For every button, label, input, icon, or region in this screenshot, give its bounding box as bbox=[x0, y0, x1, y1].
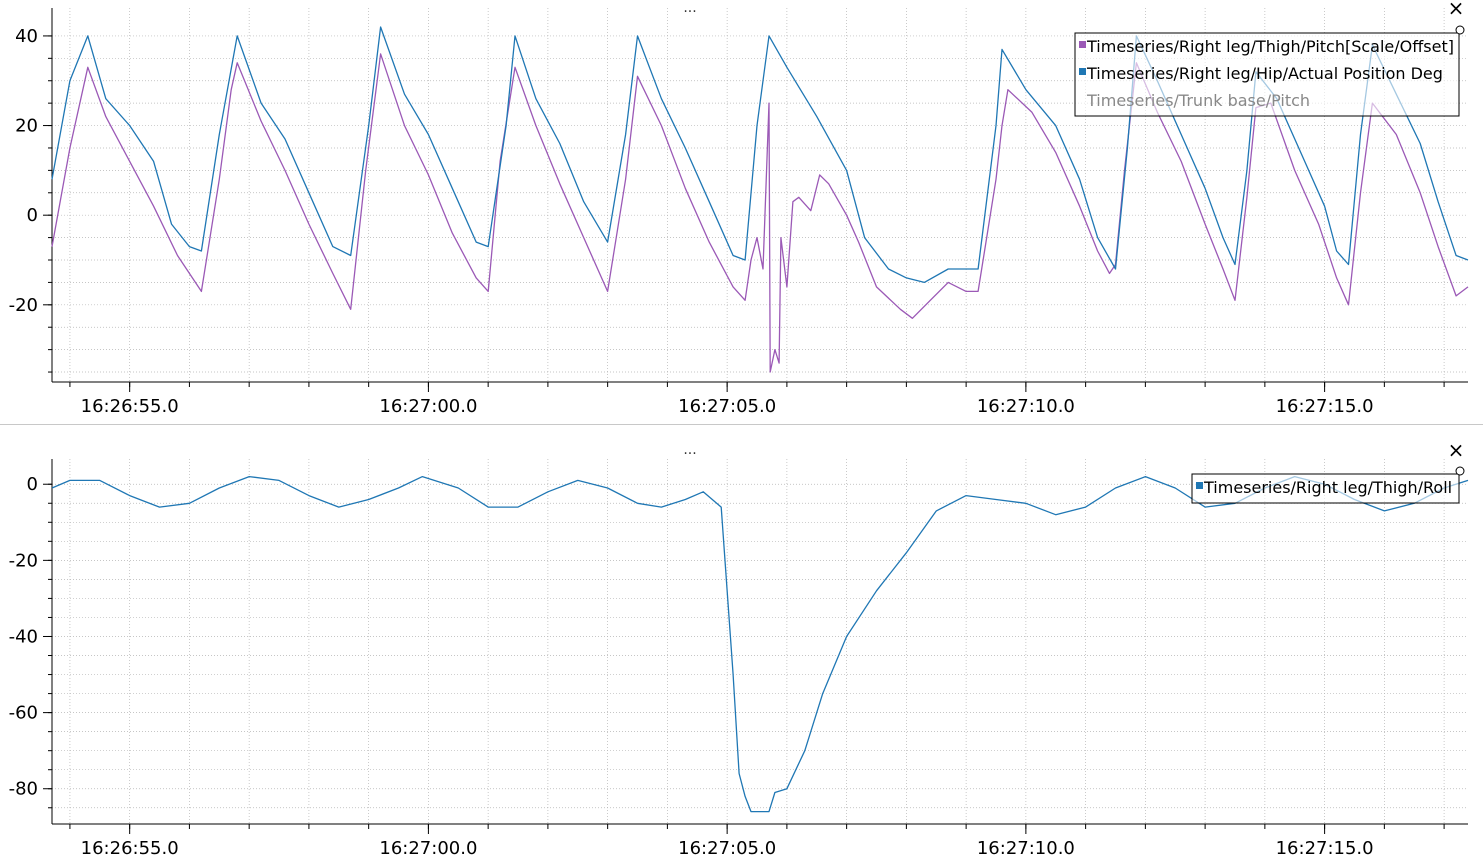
y-tick-label: 20 bbox=[15, 116, 38, 137]
y-tick-label: 0 bbox=[27, 474, 38, 495]
series-line-1 bbox=[51, 53, 1469, 373]
x-tick-label: 16:26:55.0 bbox=[81, 838, 179, 859]
close-icon[interactable]: × bbox=[1448, 0, 1465, 20]
plot-panel-bottom[interactable]: 0 -20 -40 -60 -80 16:26:55.0 16:27:00.0 16:27:0… bbox=[0, 424, 1483, 866]
panel-menu-button[interactable]: ... bbox=[683, 442, 696, 458]
legend[interactable]: Timeseries/Right leg/Thigh/Roll bbox=[1191, 473, 1460, 504]
close-icon[interactable]: × bbox=[1448, 438, 1465, 462]
y-tick-label: 0 bbox=[27, 205, 38, 226]
grid bbox=[52, 459, 1468, 823]
x-tick-label: 16:27:05.0 bbox=[678, 396, 776, 417]
legend[interactable]: Timeseries/Right leg/Thigh/Pitch[Scale/O… bbox=[1074, 32, 1460, 117]
legend-box bbox=[1074, 32, 1460, 117]
plot-canvas-bottom[interactable]: 0 -20 -40 -60 -80 16:26:55.0 16:27:00.0 16:27:0… bbox=[0, 425, 1483, 866]
y-tick-label: 40 bbox=[15, 26, 38, 47]
series-line-1 bbox=[51, 475, 1469, 813]
x-tick-label: 16:27:05.0 bbox=[678, 838, 776, 859]
legend-entry[interactable]: Timeseries/Right leg/Thigh/Pitch[Scale/O… bbox=[1086, 37, 1454, 56]
x-tick-label: 16:27:15.0 bbox=[1276, 396, 1374, 417]
x-tick-label: 16:26:55.0 bbox=[81, 396, 179, 417]
y-tick-label: -20 bbox=[9, 295, 38, 316]
legend-swatch bbox=[1196, 482, 1203, 489]
plot-group: 40 20 0 -20 16:26:55.0 16:27:00.0 16:27:05.0 16… bbox=[9, 0, 1469, 417]
y-tick-label: -20 bbox=[9, 550, 38, 571]
legend-swatch bbox=[1079, 68, 1086, 75]
plot-panel-top[interactable]: 40 20 0 -20 16:26:55.0 16:27:00.0 16:27:05.0 16… bbox=[0, 0, 1483, 424]
legend-resize-handle[interactable] bbox=[1455, 25, 1465, 35]
plot-group: 0 -20 -40 -60 -80 16:26:55.0 16:27:00.0 16:27:0… bbox=[9, 438, 1469, 859]
x-tick-label: 16:27:00.0 bbox=[379, 838, 477, 859]
y-tick-label: -80 bbox=[9, 779, 38, 800]
x-tick-label: 16:27:10.0 bbox=[977, 396, 1075, 417]
x-tick-label: 16:27:10.0 bbox=[977, 838, 1075, 859]
x-tick-label: 16:27:00.0 bbox=[379, 396, 477, 417]
legend-entry[interactable]: Timeseries/Right leg/Thigh/Roll bbox=[1203, 478, 1452, 497]
legend-entry[interactable]: Timeseries/Trunk base/Pitch bbox=[1086, 91, 1310, 110]
y-tick-label: -60 bbox=[9, 703, 38, 724]
plot-canvas-top[interactable]: 40 20 0 -20 16:26:55.0 16:27:00.0 16:27:05.0 16… bbox=[0, 0, 1483, 424]
y-tick-label: -40 bbox=[9, 626, 38, 647]
x-tick-label: 16:27:15.0 bbox=[1276, 838, 1374, 859]
panel-menu-button[interactable]: ... bbox=[683, 0, 696, 16]
legend-resize-handle[interactable] bbox=[1455, 466, 1465, 476]
legend-entry[interactable]: Timeseries/Right leg/Hip/Actual Position… bbox=[1086, 64, 1443, 83]
legend-box bbox=[1191, 473, 1460, 504]
legend-swatch bbox=[1079, 41, 1086, 48]
